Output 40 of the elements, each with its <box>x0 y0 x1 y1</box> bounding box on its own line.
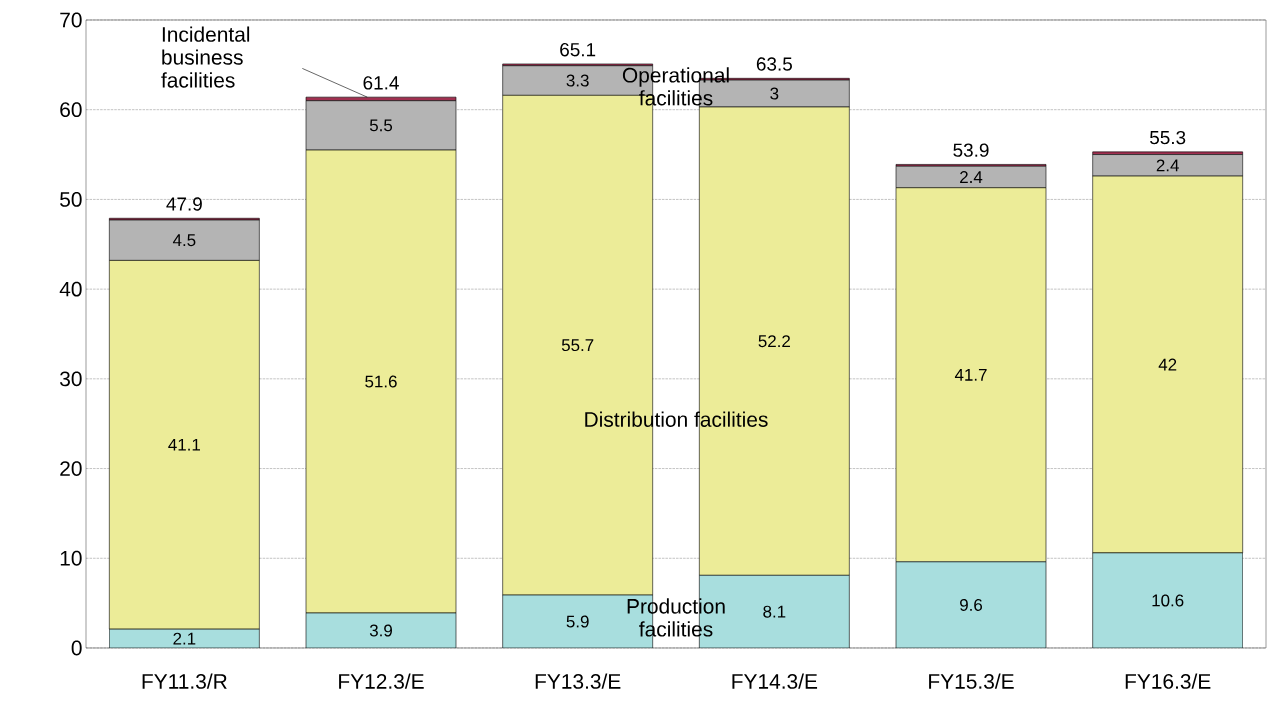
y-tick-label: 10 <box>60 550 82 566</box>
x-tick-label: FY14.3/E <box>732 673 818 689</box>
total-label: 53.9 <box>953 143 989 157</box>
data-label: 5.9 <box>566 615 589 628</box>
data-label: 2.4 <box>960 171 983 183</box>
data-label: 51.6 <box>365 375 397 388</box>
data-label: 3.3 <box>566 74 589 87</box>
total-label: 63.5 <box>756 57 792 71</box>
data-label: 8.1 <box>763 605 786 618</box>
data-label: 52.2 <box>758 335 790 348</box>
total-label: 55.3 <box>1150 130 1186 145</box>
y-tick-label: 0 <box>71 640 82 656</box>
y-tick-label: 60 <box>60 102 82 118</box>
data-label: 9.6 <box>960 598 983 611</box>
series-label: Distribution facilities <box>585 411 768 427</box>
text: Incidental business facilities <box>161 26 250 88</box>
data-label: 2.4 <box>1156 159 1179 172</box>
data-label: 41.7 <box>954 368 987 381</box>
y-tick-label: 30 <box>60 371 82 387</box>
x-tick-label: FY12.3/E <box>339 673 424 689</box>
x-tick-label: FY11.3/R <box>142 673 227 689</box>
x-tick-label: FY16.3/E <box>1125 673 1211 689</box>
data-label: 5.5 <box>369 119 393 132</box>
y-tick-label: 40 <box>59 281 82 297</box>
data-label: 42 <box>1158 358 1177 371</box>
data-label: 4.5 <box>172 234 196 247</box>
data-label: 3.9 <box>369 624 392 637</box>
x-tick-label: FY13.3/E <box>535 673 621 689</box>
data-label: 55.7 <box>561 339 594 352</box>
data-label: 10.6 <box>1152 594 1184 607</box>
total-label: 61.4 <box>363 76 399 90</box>
y-tick-label: 70 <box>60 12 82 28</box>
y-tick-label: 20 <box>60 461 82 476</box>
data-label: 2.1 <box>173 632 196 645</box>
total-label: 47.9 <box>166 197 202 211</box>
y-tick-label: 50 <box>60 192 82 207</box>
data-label: 3 <box>770 87 779 100</box>
x-tick-label: FY15.3/E <box>929 673 1014 689</box>
data-label: 41.1 <box>168 438 200 451</box>
total-label: 65.1 <box>560 42 596 57</box>
